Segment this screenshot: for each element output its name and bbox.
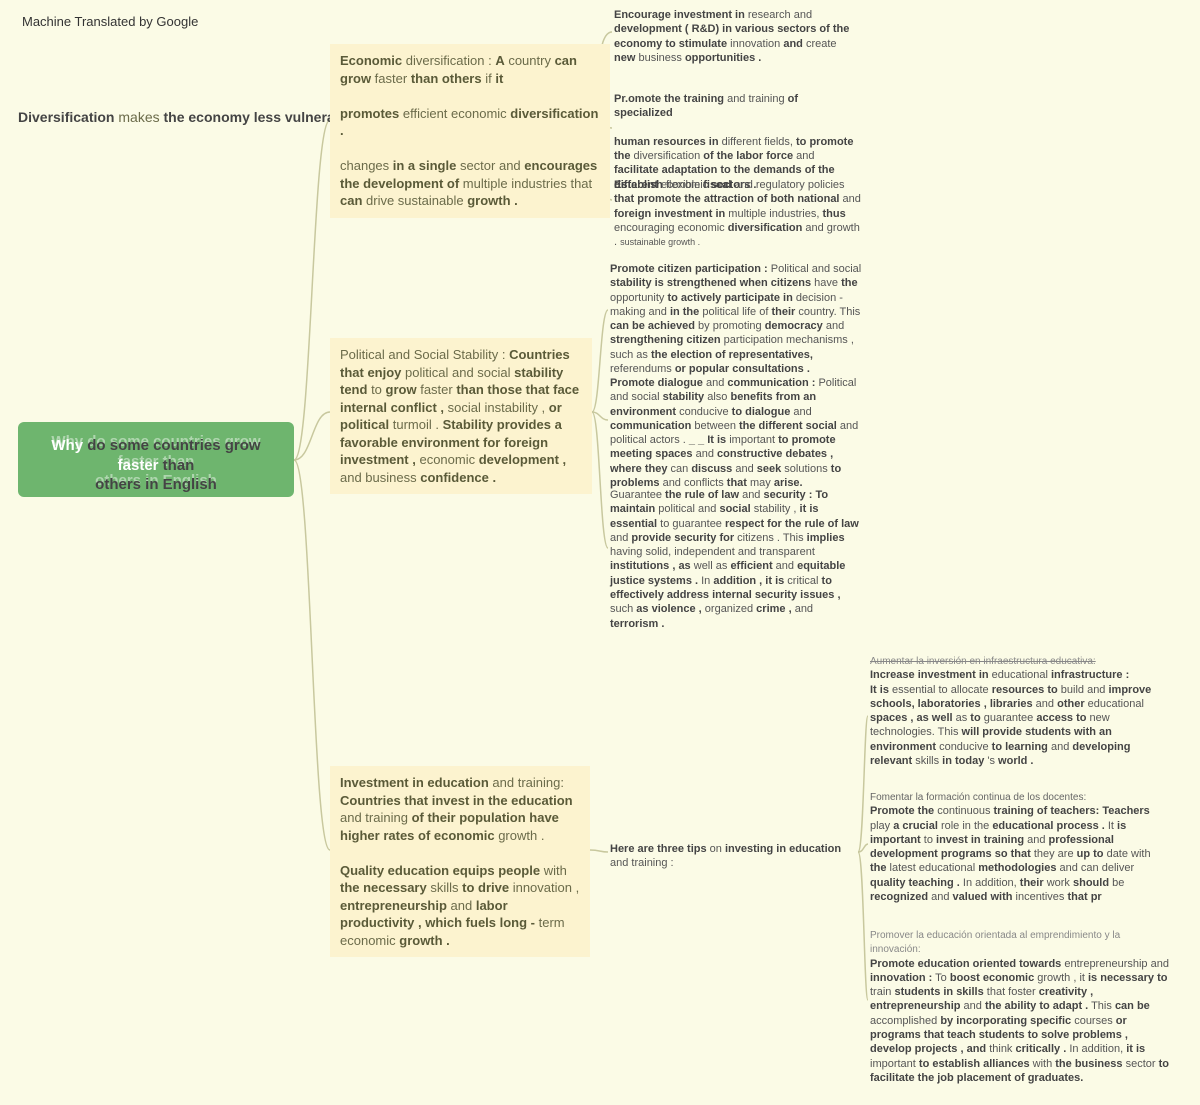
connector-path [294, 412, 330, 460]
root-main-text: Why do some countries growfaster thanoth… [28, 436, 284, 495]
leaf-political-1: Promote dialogue and communication : Pol… [610, 376, 860, 490]
intermediate-education: Here are three tips on investing in educ… [610, 842, 860, 871]
connector-path [592, 310, 608, 412]
connector-path [592, 412, 608, 548]
connector-path [590, 850, 608, 852]
branch-education[interactable]: Investment in education and training: Co… [330, 766, 590, 957]
leaf-education-0: Aumentar la inversión en infraestructura… [870, 654, 1170, 768]
mindmap-container: Machine Translated by Google Diversifica… [0, 0, 1200, 1105]
branch-political[interactable]: Political and Social Stability : Countri… [330, 338, 592, 494]
leaf-political-2: Guarantee the rule of law and security :… [610, 488, 860, 631]
leaf-political-0: Promote citizen participation : Politica… [610, 262, 870, 376]
connector-path [592, 412, 608, 420]
connector-path [858, 716, 868, 852]
connector-path [858, 852, 868, 1000]
leaf-economic-2: Establish flexible fiscal and regulatory… [614, 178, 864, 249]
leaf-economic-0: Encourage investment in research and dev… [614, 8, 854, 65]
leaf-education-1: Fomentar la formación continua de los do… [870, 790, 1170, 904]
connector-path [294, 120, 330, 460]
branch-economic[interactable]: Economic diversification : A country can… [330, 44, 610, 218]
leaf-education-2: Promover la educación orientada al empre… [870, 928, 1170, 1085]
connector-path [294, 460, 330, 850]
header-translated-note: Machine Translated by Google [22, 14, 282, 31]
root-node[interactable]: Why do some countries growfaster thanoth… [18, 422, 294, 497]
